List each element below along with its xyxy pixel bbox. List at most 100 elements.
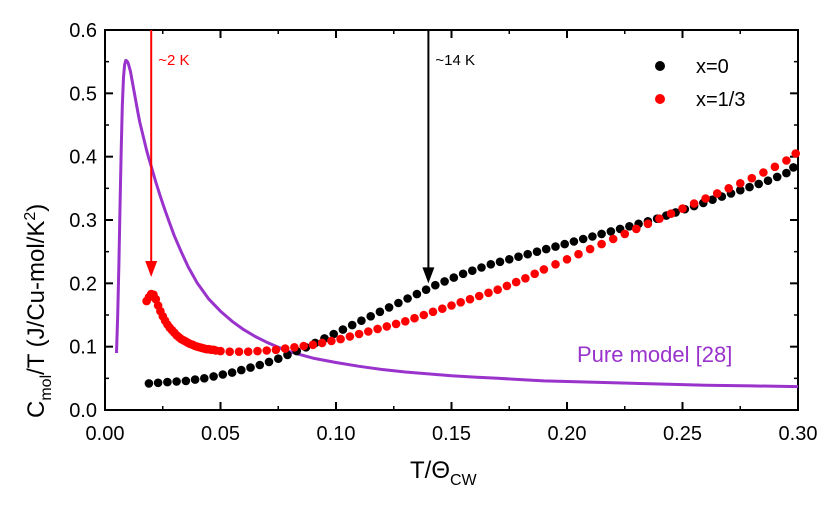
point-x13 bbox=[608, 234, 618, 244]
point-x0 bbox=[218, 370, 228, 379]
point-x13 bbox=[364, 327, 373, 336]
point-x13 bbox=[401, 317, 410, 326]
point-x13 bbox=[216, 346, 225, 356]
x-axis-title: T/ΘCW bbox=[410, 457, 478, 489]
point-x0 bbox=[625, 222, 634, 231]
y-tick-label: 0.5 bbox=[69, 83, 97, 105]
x-axis-title-main: T/Θ bbox=[410, 457, 450, 484]
point-x13 bbox=[689, 199, 699, 208]
point-x0 bbox=[708, 195, 717, 204]
y-tick-label: 0.1 bbox=[69, 337, 97, 359]
point-x13 bbox=[253, 346, 262, 356]
legend: x=0 x=1/3 bbox=[655, 56, 745, 111]
annotation-arrow-head bbox=[145, 261, 158, 277]
point-x13 bbox=[484, 288, 493, 298]
point-x13 bbox=[791, 149, 800, 158]
x-axis-title-sub: CW bbox=[450, 472, 478, 489]
point-x13 bbox=[271, 345, 281, 355]
point-x0 bbox=[338, 325, 348, 334]
point-x0 bbox=[606, 227, 616, 236]
point-x13 bbox=[317, 338, 327, 348]
point-x0 bbox=[375, 307, 385, 317]
annotation-arrow-head bbox=[422, 267, 435, 284]
point-x13 bbox=[747, 173, 757, 183]
annotations-layer: ~2 K ~14 K bbox=[145, 30, 475, 284]
point-x13 bbox=[551, 260, 560, 269]
point-x0 bbox=[523, 249, 532, 259]
point-x0 bbox=[246, 363, 255, 372]
y-axis-title-end: ) bbox=[23, 204, 50, 212]
point-x0 bbox=[789, 163, 798, 172]
point-x0 bbox=[782, 168, 791, 178]
point-x0 bbox=[440, 277, 449, 286]
point-x0 bbox=[412, 289, 422, 299]
y-axis-title-sub: mol bbox=[38, 375, 55, 401]
y-axis-title-mid: /T (J/Cu-mol/K bbox=[23, 221, 50, 375]
point-x0 bbox=[172, 377, 181, 386]
point-x13 bbox=[262, 346, 272, 355]
y-axis-title-c: C bbox=[23, 401, 50, 418]
point-x0 bbox=[431, 280, 440, 290]
point-x0 bbox=[514, 252, 523, 261]
point-x0 bbox=[237, 365, 246, 375]
point-x13 bbox=[666, 209, 676, 218]
point-x13 bbox=[678, 204, 687, 213]
point-x13 bbox=[290, 343, 299, 352]
point-x0 bbox=[477, 263, 486, 272]
point-x0 bbox=[754, 179, 763, 189]
point-x13 bbox=[345, 332, 355, 341]
point-x0 bbox=[394, 298, 403, 308]
point-x13 bbox=[225, 347, 234, 357]
point-x13 bbox=[632, 224, 641, 234]
model-curve-layer bbox=[115, 58, 799, 389]
point-x13 bbox=[474, 291, 484, 301]
point-x0 bbox=[357, 316, 366, 326]
point-x13 bbox=[391, 319, 401, 329]
point-x0 bbox=[578, 234, 588, 244]
point-x13 bbox=[511, 277, 521, 287]
point-x0 bbox=[468, 266, 477, 276]
point-x0 bbox=[200, 374, 209, 383]
point-x13 bbox=[521, 274, 530, 283]
point-x13 bbox=[354, 329, 364, 339]
point-x0 bbox=[181, 376, 191, 386]
point-x0 bbox=[495, 257, 505, 267]
model-curve bbox=[115, 58, 799, 389]
point-x0 bbox=[163, 377, 172, 387]
point-x0 bbox=[505, 254, 514, 264]
y-tick-label: 0.4 bbox=[69, 147, 97, 169]
point-x13 bbox=[234, 347, 244, 357]
x-tick-label: 0.20 bbox=[548, 423, 587, 445]
point-x0 bbox=[190, 375, 200, 384]
point-x13 bbox=[456, 298, 466, 307]
legend-label-x13: x=1/3 bbox=[696, 89, 745, 111]
point-x13 bbox=[770, 162, 780, 172]
point-x0 bbox=[366, 312, 376, 321]
point-x0 bbox=[772, 172, 782, 182]
point-x13 bbox=[782, 156, 791, 165]
point-x0 bbox=[144, 379, 154, 388]
point-x0 bbox=[560, 239, 569, 249]
x-tick-label: 0.25 bbox=[663, 423, 702, 445]
point-x0 bbox=[227, 368, 237, 377]
point-x13 bbox=[447, 301, 456, 310]
point-x0 bbox=[329, 329, 339, 339]
point-x13 bbox=[736, 179, 745, 188]
point-x13 bbox=[280, 344, 290, 353]
data-points-layer bbox=[142, 149, 800, 388]
point-x13 bbox=[428, 307, 438, 317]
x-tick-label: 0.05 bbox=[201, 423, 240, 445]
y-tick-label: 0.6 bbox=[69, 20, 97, 42]
point-x13 bbox=[438, 304, 447, 314]
point-x0 bbox=[763, 176, 773, 185]
x-tick-label: 0.15 bbox=[432, 423, 471, 445]
point-x13 bbox=[562, 254, 572, 264]
point-x0 bbox=[264, 357, 274, 367]
point-x0 bbox=[532, 247, 542, 256]
point-x13 bbox=[382, 322, 392, 331]
point-x0 bbox=[597, 229, 606, 239]
point-x13 bbox=[502, 281, 512, 291]
point-x13 bbox=[620, 229, 630, 239]
point-x13 bbox=[336, 334, 345, 344]
point-x13 bbox=[759, 168, 768, 177]
